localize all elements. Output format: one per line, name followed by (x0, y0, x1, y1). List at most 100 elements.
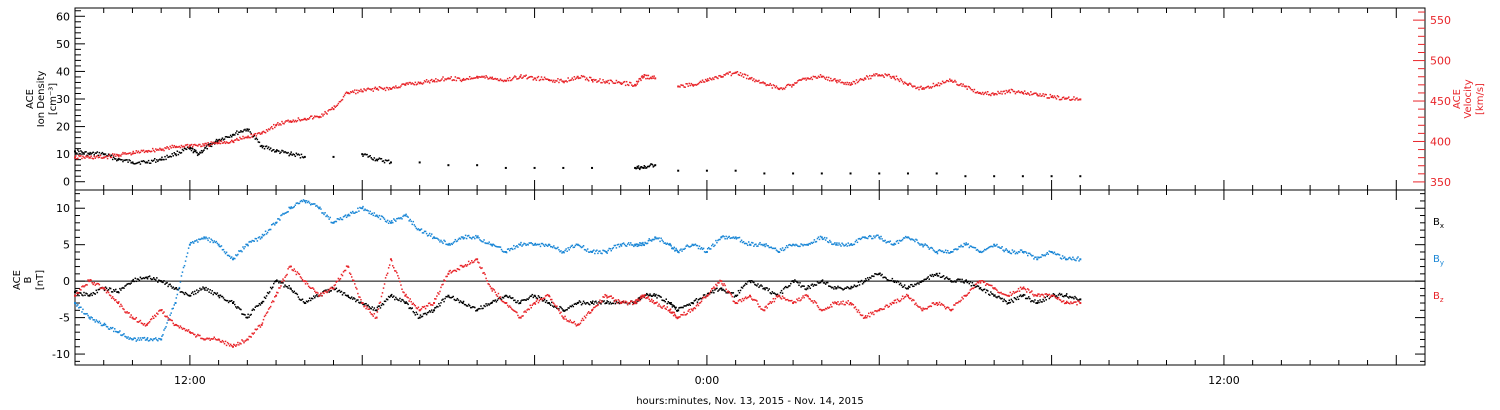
b-field-point-by (299, 200, 302, 203)
b-field-point-bz (702, 296, 705, 298)
b-field-point-bz (807, 295, 809, 298)
velocity-point (230, 139, 233, 142)
b-field-point-bz (385, 274, 388, 276)
b-field-point-bx (606, 300, 608, 302)
b-field-point-bz (781, 295, 784, 298)
velocity-point (760, 81, 762, 84)
density-point (386, 159, 389, 162)
density-point (271, 149, 274, 151)
velocity-point (863, 77, 866, 80)
b-field-point-bz (168, 319, 170, 321)
velocity-point (706, 78, 709, 80)
b-field-point-bz (225, 344, 228, 347)
velocity-point (367, 87, 369, 90)
b-field-point-bz (463, 265, 466, 267)
density-point (267, 146, 270, 148)
b-field-point-by (678, 251, 680, 254)
b-field-point-by (667, 243, 670, 245)
b-field-point-bx (267, 292, 270, 295)
b-field-point-by (443, 239, 445, 242)
b-field-point-bx (154, 278, 156, 281)
velocity-point (749, 77, 751, 80)
density-axis-title-line2: Ion Density (36, 71, 47, 128)
b-field-point-bx (238, 307, 240, 309)
b-field-point-bx (419, 314, 422, 316)
velocity-point (932, 82, 935, 85)
b-field-point-by (842, 243, 844, 246)
b-field-point-by (137, 337, 140, 339)
b-field-point-bx (976, 285, 979, 287)
b-field-point-by (181, 271, 184, 273)
velocity-point (315, 115, 317, 118)
b-field-point-bx (441, 299, 443, 301)
b-field-point-bz (512, 309, 514, 311)
b-field-point-by (626, 243, 629, 245)
velocity-point (685, 82, 687, 85)
velocity-point (461, 78, 464, 81)
b-field-point-by (357, 207, 359, 210)
b-field-point-bz (1013, 292, 1016, 294)
b-field-point-bx (711, 291, 713, 294)
b-field-point-bx (1001, 297, 1003, 300)
b-field-point-bx (313, 295, 315, 297)
velocity-point (277, 122, 279, 124)
b-field-point-bz (489, 285, 491, 288)
velocity-point (1061, 96, 1064, 99)
velocity-point (934, 84, 937, 87)
velocity-point (575, 77, 578, 79)
velocity-point (262, 130, 265, 133)
b-field-point-by (588, 251, 591, 253)
legend-bz-sub: z (1440, 296, 1444, 304)
b-field-point-bx (482, 307, 484, 310)
velocity-point (983, 92, 986, 94)
b-field-point-bz (879, 308, 881, 310)
velocity-point (187, 146, 190, 148)
velocity-point (956, 83, 958, 86)
b-field-point-by (1054, 253, 1057, 255)
b-field-point-bx (992, 293, 994, 295)
b-field-point-bz (997, 291, 999, 293)
b-field-point-bz (913, 299, 915, 302)
b-field-point-bx (593, 303, 595, 305)
velocity-point (745, 77, 748, 80)
b-field-point-bx (127, 283, 129, 285)
b-field-point-by (368, 212, 370, 215)
b-field-point-by (659, 240, 661, 243)
b-field-point-bx (435, 306, 437, 309)
velocity-point (174, 146, 177, 149)
b-field-point-bx (526, 298, 528, 300)
velocity-point (714, 76, 716, 78)
b-field-point-bx (387, 295, 390, 298)
b-field-point-bx (794, 279, 796, 281)
velocity-point (212, 141, 214, 144)
b-field-point-bz (315, 291, 317, 294)
b-field-point-by (737, 237, 740, 239)
b-field-point-bz (223, 342, 226, 345)
density-point (103, 153, 106, 156)
b-field-point-by (573, 246, 576, 248)
b-field-point-bx (386, 298, 389, 301)
velocity-point (777, 87, 780, 90)
b-field-point-by (321, 212, 323, 214)
b-field-point-by (586, 248, 589, 250)
b-field-point-bx (646, 292, 648, 295)
b-field-point-bz (534, 303, 537, 305)
b-field-point-bx (752, 281, 754, 283)
b-field-point-bx (489, 302, 491, 305)
b-field-point-bx (789, 285, 791, 287)
b-field-point-by (358, 210, 360, 212)
b-field-point-by (611, 247, 614, 250)
density-point (181, 148, 184, 151)
b-field-point-by (777, 250, 780, 253)
b-field-point-bx (209, 289, 211, 291)
b-field-point-bx (214, 292, 217, 294)
b-field-point-by (882, 240, 884, 242)
b-field-point-bx (245, 316, 247, 319)
b-field-point-by (665, 243, 667, 245)
b-field-point-bz (883, 308, 885, 310)
b-field-point-bx (254, 306, 257, 309)
density-point (110, 154, 113, 156)
b-field-point-bz (333, 284, 336, 287)
velocity-point (731, 72, 734, 75)
b-field-point-by (859, 238, 862, 241)
